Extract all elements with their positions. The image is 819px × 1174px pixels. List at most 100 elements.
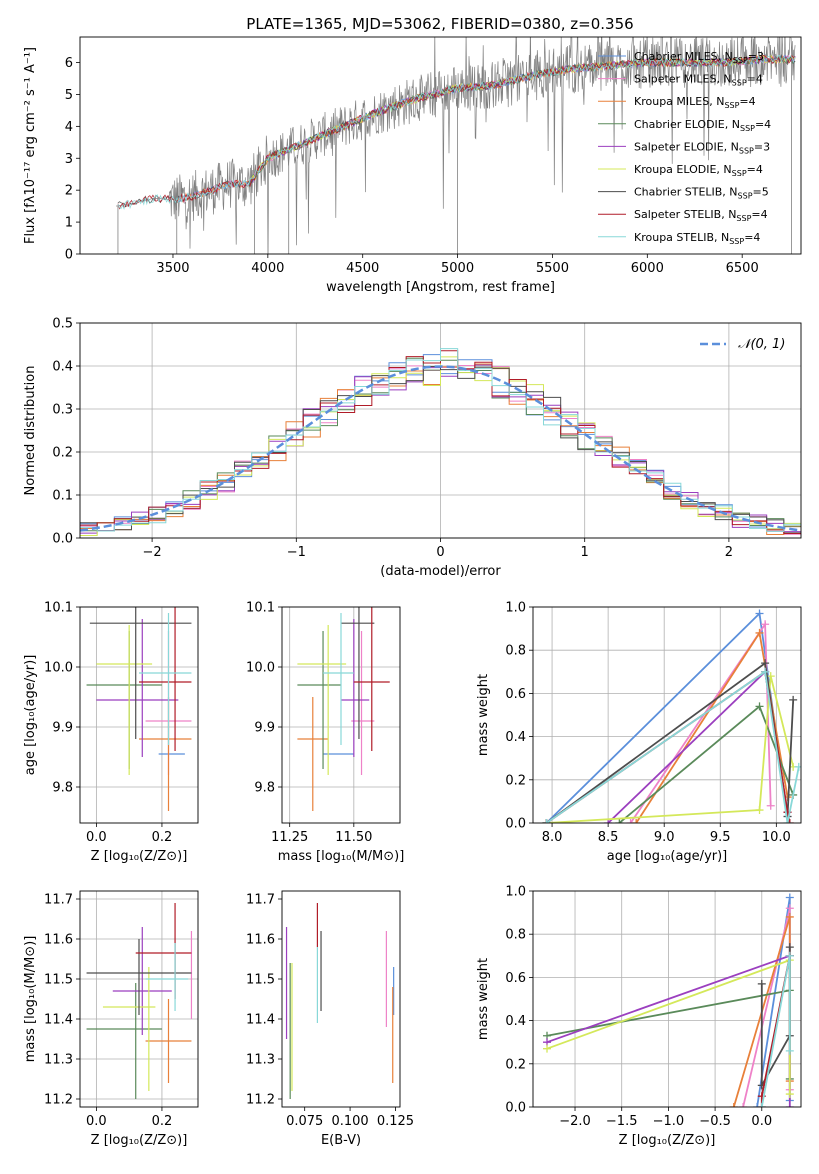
y-tick-label: 6 xyxy=(65,56,73,71)
plot-area xyxy=(86,607,192,811)
x-axis-label: Z [log₁₀(Z/Z⊙)] xyxy=(91,1133,188,1148)
y-tick-label: 5 xyxy=(65,88,73,103)
marker-kroupa-stelib xyxy=(783,819,792,823)
y-tick-label: 0.2 xyxy=(505,1057,526,1072)
y-tick-label: 11.6 xyxy=(44,933,73,948)
y-axis-label: Flux [fλ10⁻¹⁷ erg cm⁻² s⁻¹ A⁻¹] xyxy=(23,47,38,244)
x-tick-label: 0.0 xyxy=(86,830,107,845)
axes-frame xyxy=(79,890,199,1108)
y-tick-label: 0.4 xyxy=(52,360,73,375)
x-axis-label: mass [log₁₀(M/M⊙)] xyxy=(278,849,405,864)
y-tick-label: 0.4 xyxy=(505,1014,526,1029)
model-kroupa-stelib xyxy=(117,55,796,210)
y-axis-label: Normed distribution xyxy=(23,366,38,496)
x-axis-label: Z [log₁₀(Z/Z⊙)] xyxy=(619,1133,716,1148)
marker-kroupa-stelib xyxy=(785,951,794,960)
axes-frame xyxy=(281,606,401,824)
x-tick-label: 0 xyxy=(436,545,444,560)
y-axis-label: age [log₁₀(age/yr)] xyxy=(23,655,38,776)
y-tick-label: 4 xyxy=(65,120,73,135)
x-tick-label: 0.2 xyxy=(152,830,173,845)
y-tick-label: 0.6 xyxy=(505,971,526,986)
legend-label-salpeter-elodie: Salpeter ELODIE, NSSP=3 xyxy=(634,140,770,155)
y-tick-label: 1.0 xyxy=(505,885,526,900)
y-tick-label: 9.9 xyxy=(52,721,73,736)
marker-chabrier-miles xyxy=(753,1103,762,1107)
x-tick-label: 4500 xyxy=(346,261,379,276)
marker-kroupa-stelib xyxy=(785,1046,794,1055)
axes-frame xyxy=(79,322,802,539)
line-salpeter-stelib xyxy=(545,670,791,823)
x-tick-label: 5500 xyxy=(536,261,569,276)
x-tick-label: 0.0 xyxy=(751,1114,772,1129)
panel-age-vs-mass: 11.25 11.50 9.8 9.9 10.0 10.1 mass [log₁₀(M/M⊙… xyxy=(246,601,405,865)
marker-kroupa-elodie xyxy=(755,806,764,815)
x-axis-label: (data-model)/error xyxy=(380,564,501,579)
y-tick-label: 10.0 xyxy=(44,661,73,676)
y-tick-label: 0.2 xyxy=(505,773,526,788)
x-tick-label: 9.5 xyxy=(710,830,731,845)
legend-label-salpeter-stelib: Salpeter STELIB, NSSP=4 xyxy=(634,208,768,223)
marker-kroupa-elodie xyxy=(543,1044,552,1053)
x-tick-label: 0.125 xyxy=(377,1114,414,1129)
y-tick-label: 11.2 xyxy=(246,1093,275,1108)
y-tick-label: 10.1 xyxy=(246,601,275,616)
marker-chabrier-stelib xyxy=(757,979,766,988)
panel-mass-vs-Z: 0.0 0.2 11.2 11.3 11.4 11.5 11.6 11.7 Z [log₁₀(Z… xyxy=(23,890,199,1148)
marker-chabrier-stelib xyxy=(789,695,798,704)
marker-chabrier-elodie xyxy=(615,819,624,823)
x-tick-label: −1 xyxy=(287,545,306,560)
marker-chabrier-elodie xyxy=(755,702,764,711)
marker-kroupa-miles xyxy=(785,912,794,921)
y-tick-label: 0.2 xyxy=(52,446,73,461)
x-tick-label: −2.0 xyxy=(559,1114,591,1129)
marker-chabrier-miles xyxy=(755,609,764,618)
y-tick-label: 0.0 xyxy=(505,1101,526,1116)
y-axis-label: mass weight xyxy=(476,958,491,1040)
y-tick-label: 9.8 xyxy=(52,781,73,796)
panel-spectrum: 3500 4000 4500 5000 5500 6000 6500 0 1 2 3 4 5 6 wavel… xyxy=(23,36,802,295)
x-tick-label: 0.075 xyxy=(286,1114,323,1129)
x-tick-label: 9.0 xyxy=(654,830,675,845)
marker-kroupa-miles xyxy=(729,1103,738,1107)
figure-title: PLATE=1365, MJD=53062, FIBERID=0380, z=0… xyxy=(246,15,633,33)
x-tick-label: 2 xyxy=(725,545,733,560)
x-tick-label: 11.50 xyxy=(335,830,372,845)
x-axis-label: age [log₁₀(age/yr)] xyxy=(607,849,728,864)
plot-area xyxy=(542,609,801,823)
panel-age-vs-Z: 0.0 0.2 9.8 9.9 10.0 10.1 Z [log₁₀(Z/Z⊙)] age [… xyxy=(23,601,199,864)
legend-label-salpeter-miles: Salpeter MILES, NSSP=4 xyxy=(634,73,763,88)
marker-salpeter-miles xyxy=(766,801,775,810)
panel-weight-vs-age: 8.0 8.5 9.0 9.5 10.0 0.0 0.2 0.4 0.6 0.8 1.0 age [l… xyxy=(476,601,802,864)
y-tick-label: 3 xyxy=(65,152,73,167)
y-tick-label: 11.7 xyxy=(246,893,275,908)
y-tick-label: 0.8 xyxy=(505,644,526,659)
x-tick-label: 10.0 xyxy=(762,830,791,845)
marker-kroupa-stelib xyxy=(794,762,801,771)
x-tick-label: 8.5 xyxy=(598,830,619,845)
y-tick-label: 0.5 xyxy=(52,317,73,332)
y-tick-label: 0.0 xyxy=(52,532,73,547)
legend: Chabrier MILES, NSSP=3 Salpeter MILES, NS… xyxy=(598,50,771,246)
marker-kroupa-stelib xyxy=(757,1103,766,1107)
y-tick-label: 0.1 xyxy=(52,489,73,504)
y-tick-label: 11.4 xyxy=(246,1013,275,1028)
y-tick-label: 0 xyxy=(65,248,73,263)
x-tick-label: −2 xyxy=(143,545,162,560)
x-tick-label: 0.100 xyxy=(331,1114,368,1129)
y-tick-label: 1 xyxy=(65,216,73,231)
y-tick-label: 11.5 xyxy=(44,973,73,988)
y-axis-label: mass weight xyxy=(476,674,491,756)
marker-salpeter-miles xyxy=(626,819,635,823)
y-tick-label: 10.0 xyxy=(246,661,275,676)
line-kroupa-elodie xyxy=(546,675,795,823)
x-tick-label: 0.2 xyxy=(152,1114,173,1129)
panel-weight-vs-Z: −2.0 −1.5 −1.0 −0.5 0.0 0.0 0.2 0.4 0.6 0.8 1.0 Z [… xyxy=(476,885,802,1148)
x-tick-label: 6500 xyxy=(726,261,759,276)
legend-label-kroupa-stelib: Kroupa STELIB, NSSP=4 xyxy=(634,231,760,246)
y-tick-label: 0.4 xyxy=(505,730,526,745)
x-tick-label: 0.0 xyxy=(86,1114,107,1129)
plot-area xyxy=(86,903,193,1099)
axes-frame xyxy=(532,606,802,824)
